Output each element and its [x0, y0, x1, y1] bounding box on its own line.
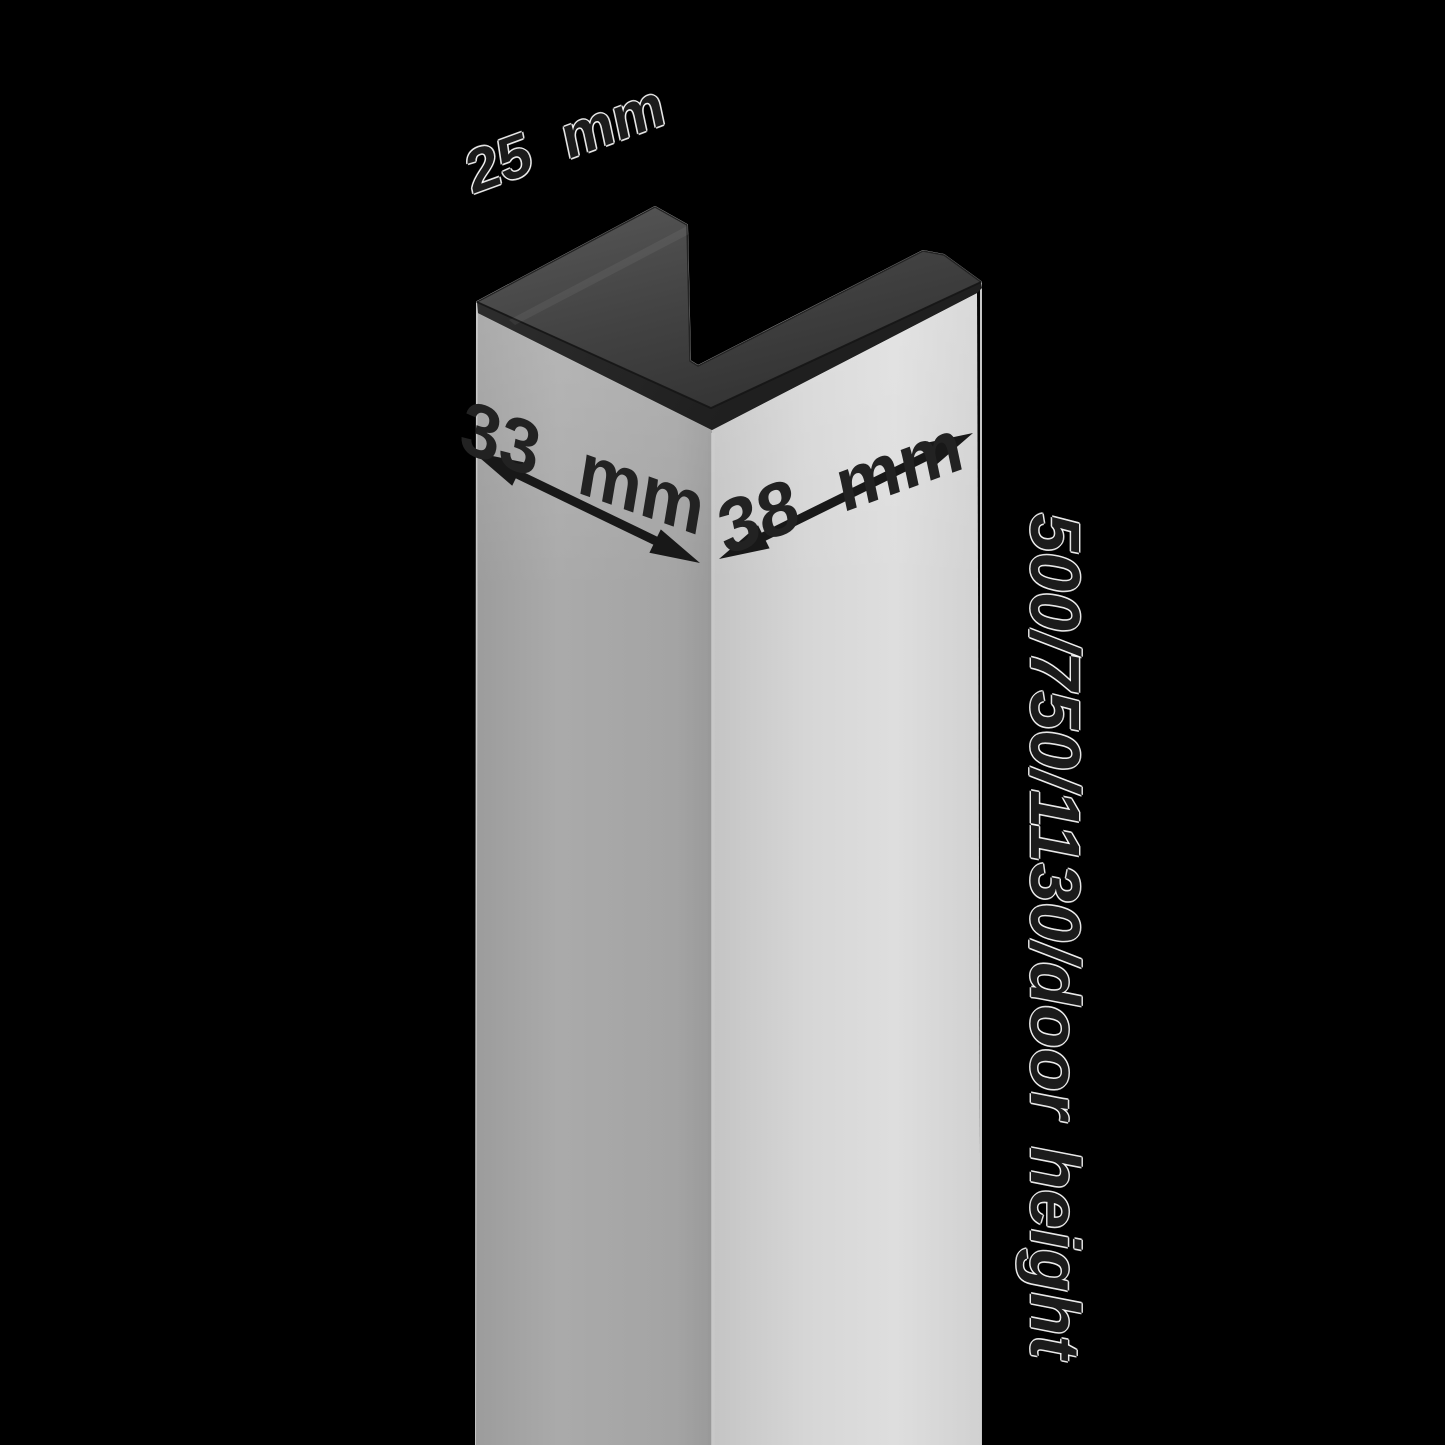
cap-bottom-crease	[476, 281, 982, 410]
depth-dimension-arrow	[473, 452, 700, 563]
width-dimension-arrow	[719, 433, 973, 559]
cap-flange-highlight	[509, 226, 689, 325]
cap-bevel-rim	[477, 282, 982, 430]
profile-cap	[476, 206, 982, 409]
